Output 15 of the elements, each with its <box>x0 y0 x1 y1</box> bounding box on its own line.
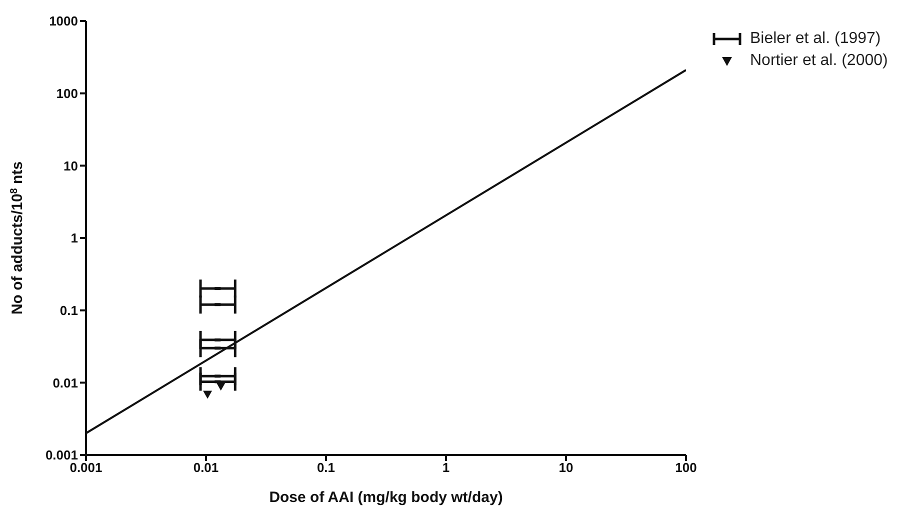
legend-label: Bieler et al. (1997) <box>750 30 881 48</box>
x-axis-title: Dose of AAI (mg/kg body wt/day) <box>269 489 503 506</box>
x-tick-label: 0.01 <box>193 460 219 476</box>
x-tick-label: 10 <box>558 460 574 476</box>
y-tick-label: 0.001 <box>45 448 78 463</box>
y-tick-label: 0.1 <box>60 302 78 318</box>
x-tick-label: 100 <box>675 460 697 476</box>
x-tick-label: 0.1 <box>316 460 336 476</box>
y-tick-label: 100 <box>56 86 78 101</box>
y-tick-label: 0.01 <box>52 375 78 390</box>
x-tick-label: 1 <box>442 460 450 476</box>
y-tick-label: 1 <box>70 230 78 246</box>
y-tick-label: 10 <box>64 158 78 174</box>
legend-label: Nortier et al. (2000) <box>750 52 888 70</box>
y-tick-label: 1000 <box>49 14 78 29</box>
